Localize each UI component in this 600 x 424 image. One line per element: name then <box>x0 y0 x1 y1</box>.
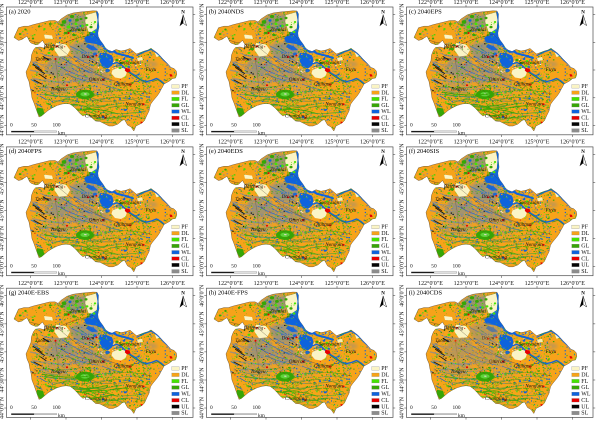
svg-text:(h) 2040E-FPS: (h) 2040E-FPS <box>209 290 249 297</box>
svg-text:(i) 2040CDS: (i) 2040CDS <box>409 290 443 297</box>
svg-text:(c) 2040EPS: (c) 2040EPS <box>409 8 442 15</box>
svg-text:(a) 2020: (a) 2020 <box>9 8 31 15</box>
svg-text:(f) 2040SIS: (f) 2040SIS <box>409 148 440 155</box>
svg-text:(d) 2040FPS: (d) 2040FPS <box>9 148 42 155</box>
svg-text:(b) 2040NDS: (b) 2040NDS <box>209 8 245 15</box>
svg-text:(e) 2040EDS: (e) 2040EDS <box>209 148 244 155</box>
svg-text:(g) 2040E-EBS: (g) 2040E-EBS <box>9 290 50 297</box>
